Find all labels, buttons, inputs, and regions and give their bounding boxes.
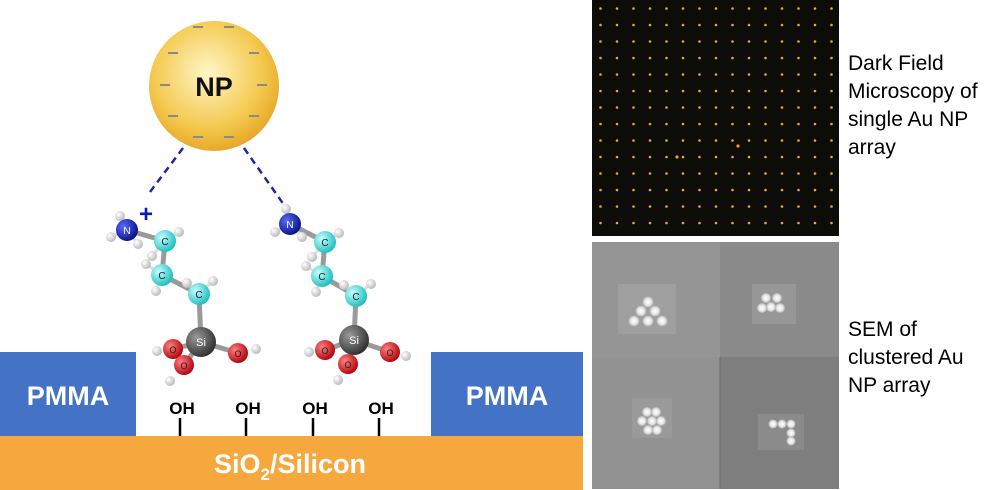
- silicon-atom: [186, 327, 216, 357]
- carbon-atom: [151, 264, 173, 286]
- dark-field-caption: Dark Field Microscopy of single Au NP ar…: [848, 52, 978, 159]
- pmma-right-block: [431, 352, 583, 436]
- nitrogen-atom: [116, 219, 138, 241]
- negative-charge-marks: [160, 26, 267, 138]
- carbon-atom: [345, 285, 367, 307]
- svg-text:O: O: [169, 345, 176, 355]
- oxygen-atom: [174, 355, 194, 375]
- svg-text:N: N: [286, 220, 293, 231]
- oh-label: OH: [235, 399, 261, 418]
- svg-text:C: C: [318, 272, 325, 283]
- svg-text:C: C: [352, 292, 359, 303]
- svg-text:O: O: [321, 346, 328, 356]
- carbon-atom: [314, 231, 336, 253]
- hydroxyl-groups: OH OH OH OH: [169, 399, 394, 436]
- svg-text:O: O: [234, 349, 241, 359]
- dark-field-image: [592, 0, 839, 236]
- carbon-atom: [188, 283, 210, 305]
- oxygen-atom: [315, 340, 335, 360]
- nanoparticle-sphere: [149, 21, 279, 151]
- sem-caption: SEM of clustered Au NP array: [848, 318, 964, 397]
- oxygen-atom: [228, 343, 248, 363]
- svg-text:Si: Si: [349, 335, 359, 347]
- svg-text:C: C: [158, 271, 165, 282]
- svg-text:N: N: [123, 226, 130, 237]
- nanoparticle-clusters: [628, 293, 796, 446]
- sem-image: [592, 242, 839, 489]
- oh-label: OH: [302, 399, 328, 418]
- silicon-substrate: [0, 436, 583, 490]
- oxygen-atom: [338, 354, 358, 374]
- pmma-left-block: [0, 352, 136, 436]
- svg-text:O: O: [180, 361, 187, 371]
- substrate-label: SiO2/Silicon: [214, 449, 366, 484]
- positive-charge: +: [139, 201, 153, 228]
- carbon-atom: [154, 230, 176, 252]
- oxygen-atom: [380, 342, 400, 362]
- aptes-molecule-left: N + C C C Si O O O: [106, 201, 261, 386]
- aptes-molecule-right: N C C C Si O O O: [270, 204, 411, 385]
- electrostatic-interaction-lines: [146, 147, 291, 213]
- oh-label: OH: [368, 399, 394, 418]
- svg-text:C: C: [321, 238, 328, 249]
- carbon-atom: [311, 265, 333, 287]
- svg-text:O: O: [344, 360, 351, 370]
- svg-text:O: O: [386, 348, 393, 358]
- bonds: [124, 227, 241, 368]
- silicon-atom: [339, 325, 369, 355]
- nanoparticle-label: NP: [195, 72, 233, 102]
- svg-text:C: C: [195, 290, 202, 301]
- pmma-right-label: PMMA: [466, 381, 549, 411]
- svg-text:C: C: [161, 237, 168, 248]
- svg-text:Si: Si: [196, 337, 206, 349]
- oh-label: OH: [169, 399, 195, 418]
- nanoparticle: NP: [149, 21, 279, 151]
- pmma-left-label: PMMA: [27, 381, 110, 411]
- nitrogen-atom: [279, 213, 301, 235]
- oxygen-atom: [163, 339, 183, 359]
